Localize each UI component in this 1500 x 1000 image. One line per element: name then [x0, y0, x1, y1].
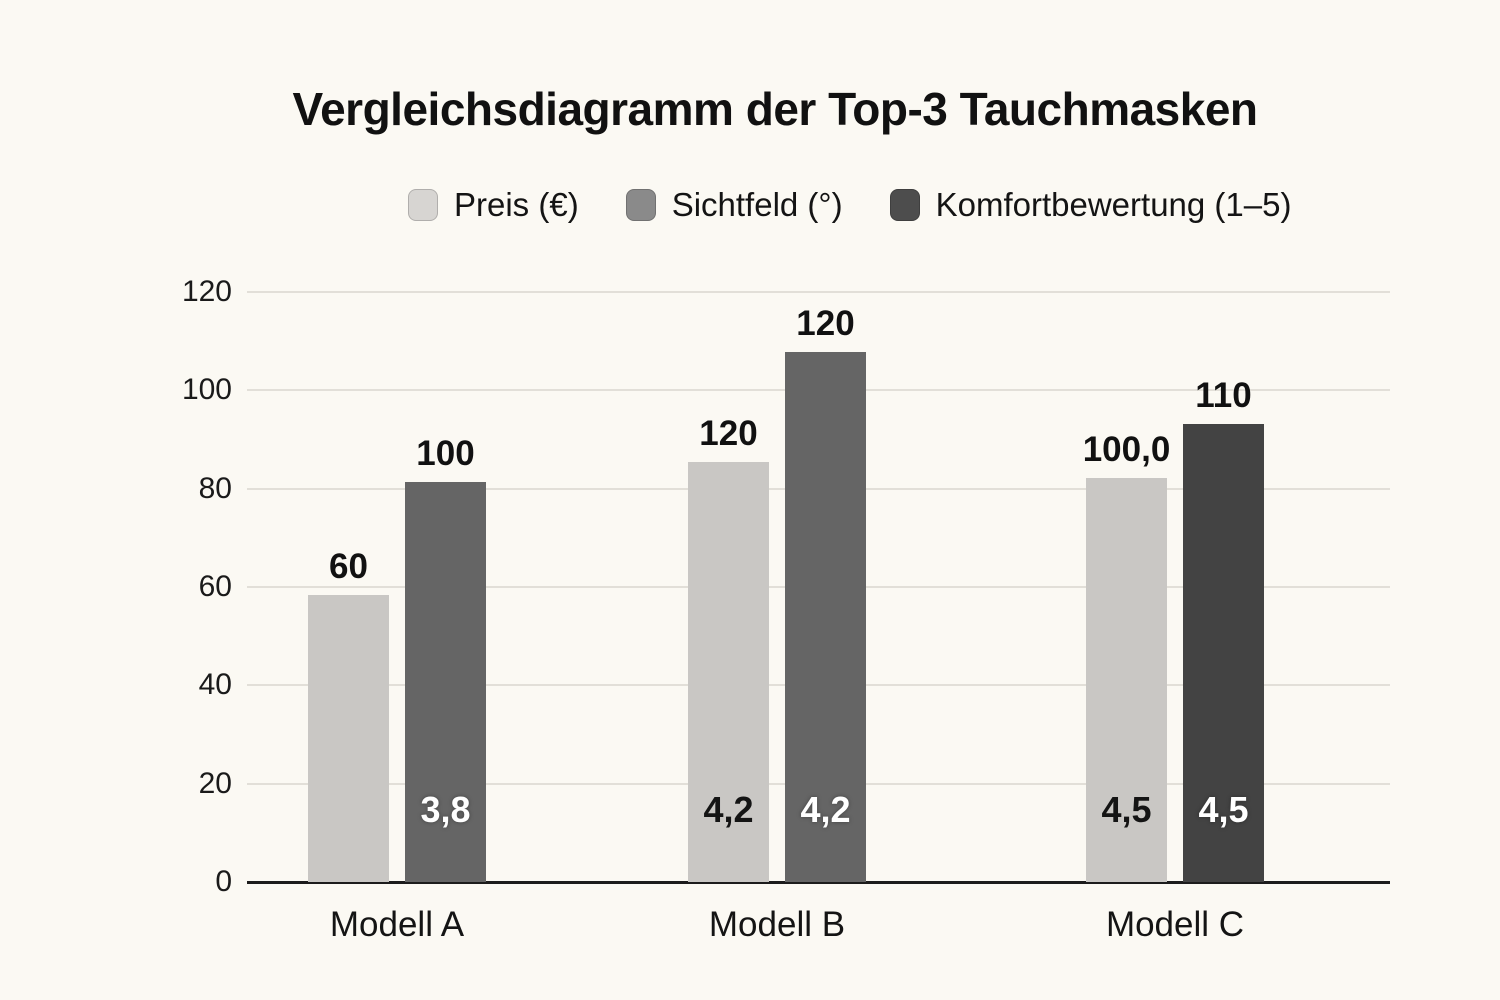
- legend-label: Sichtfeld (°): [671, 186, 843, 223]
- x-tick-label: Modell A: [329, 905, 465, 944]
- gridline-120: [247, 291, 1390, 293]
- chart-title: Vergleichsdiagramm der Top-3 Tauchmasken: [292, 83, 1258, 135]
- y-tick-label-20: 20: [198, 766, 232, 800]
- y-tick-label-60: 60: [198, 570, 232, 603]
- bar-top-value-label: 120: [796, 304, 855, 343]
- y-tick-label-0: 0: [215, 865, 232, 898]
- y-tick-label-40: 40: [198, 668, 232, 702]
- bar-inside-value-label: 4,2: [800, 789, 851, 830]
- legend-item: Komfortbewertung (1–5): [889, 186, 1292, 224]
- legend-label: Komfortbewertung (1–5): [935, 186, 1292, 223]
- bar-inside-value-label: 4,2: [703, 789, 754, 830]
- y-tick-label-100: 100: [181, 373, 232, 407]
- y-tick-label-120: 120: [181, 275, 232, 308]
- bar-modell-b-0: 4,2: [688, 462, 769, 882]
- bar-inside-value-label: 4,5: [1101, 789, 1152, 830]
- bar-top-value-label: 120: [699, 414, 758, 453]
- preis-swatch-icon: [408, 189, 438, 221]
- legend-item: Preis (€): [408, 186, 579, 224]
- bar-top-value-label: 100,0: [1082, 430, 1171, 469]
- komfort-swatch-icon: [889, 189, 920, 221]
- x-tick-label: Modell C: [1105, 905, 1245, 944]
- y-tick-label-80: 80: [198, 471, 232, 505]
- legend: Preis (€) Sichtfeld (°) Komfortbewertung (…: [408, 186, 1291, 224]
- bar-inside-value-label: 4,5: [1198, 789, 1249, 830]
- legend-label: Preis (€): [454, 186, 579, 223]
- sichtfeld-swatch-icon: [625, 189, 656, 221]
- bar-modell-c-1: 4,5: [1183, 424, 1264, 882]
- legend-item: Sichtfeld (°): [625, 186, 843, 224]
- bar-top-value-label: 60: [329, 547, 368, 586]
- bar-inside-value-label: 3,8: [420, 789, 471, 830]
- bar-modell-a-1: 3,8: [405, 482, 486, 882]
- plot-area: 0 20 40 60 80 100 120 Modell A 60 3,8 100 Modell B 4…: [182, 275, 1390, 944]
- x-tick-label: Modell B: [708, 905, 846, 944]
- x-axis-line: [247, 881, 1390, 884]
- bar-top-value-label: 110: [1195, 376, 1252, 415]
- bar-top-value-label: 100: [416, 434, 475, 473]
- bar-modell-c-0: 4,5: [1086, 478, 1167, 882]
- bar-modell-b-1: 4,2: [785, 352, 866, 882]
- bar-modell-a-0: [308, 595, 389, 882]
